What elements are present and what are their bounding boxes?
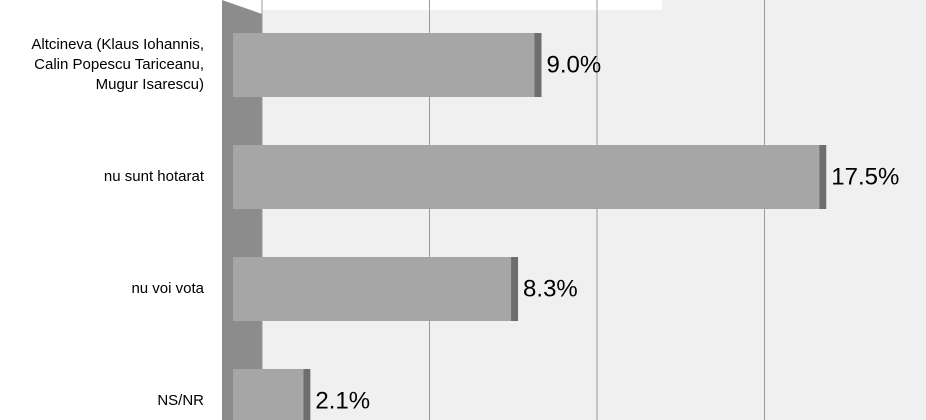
- bar: [233, 33, 535, 97]
- category-label: nu sunt hotarat: [103, 168, 204, 185]
- value-label: 9.0%: [547, 51, 602, 78]
- bar: [233, 369, 304, 420]
- bar-side: [819, 145, 827, 209]
- value-label: 8.3%: [523, 275, 578, 302]
- category-label: NS/NR: [157, 392, 204, 409]
- bar: [233, 145, 820, 209]
- category-label: Altcineva (Klaus Iohannis, Calin Popescu…: [31, 36, 204, 93]
- value-label: 17.5%: [831, 163, 899, 190]
- category-label: nu voi vota: [131, 280, 204, 297]
- top-gap: [262, 0, 662, 10]
- bar-side: [303, 369, 311, 420]
- bar: [233, 257, 512, 321]
- bar-side: [511, 257, 519, 321]
- bar-side: [534, 33, 542, 97]
- value-label: 2.1%: [315, 387, 370, 414]
